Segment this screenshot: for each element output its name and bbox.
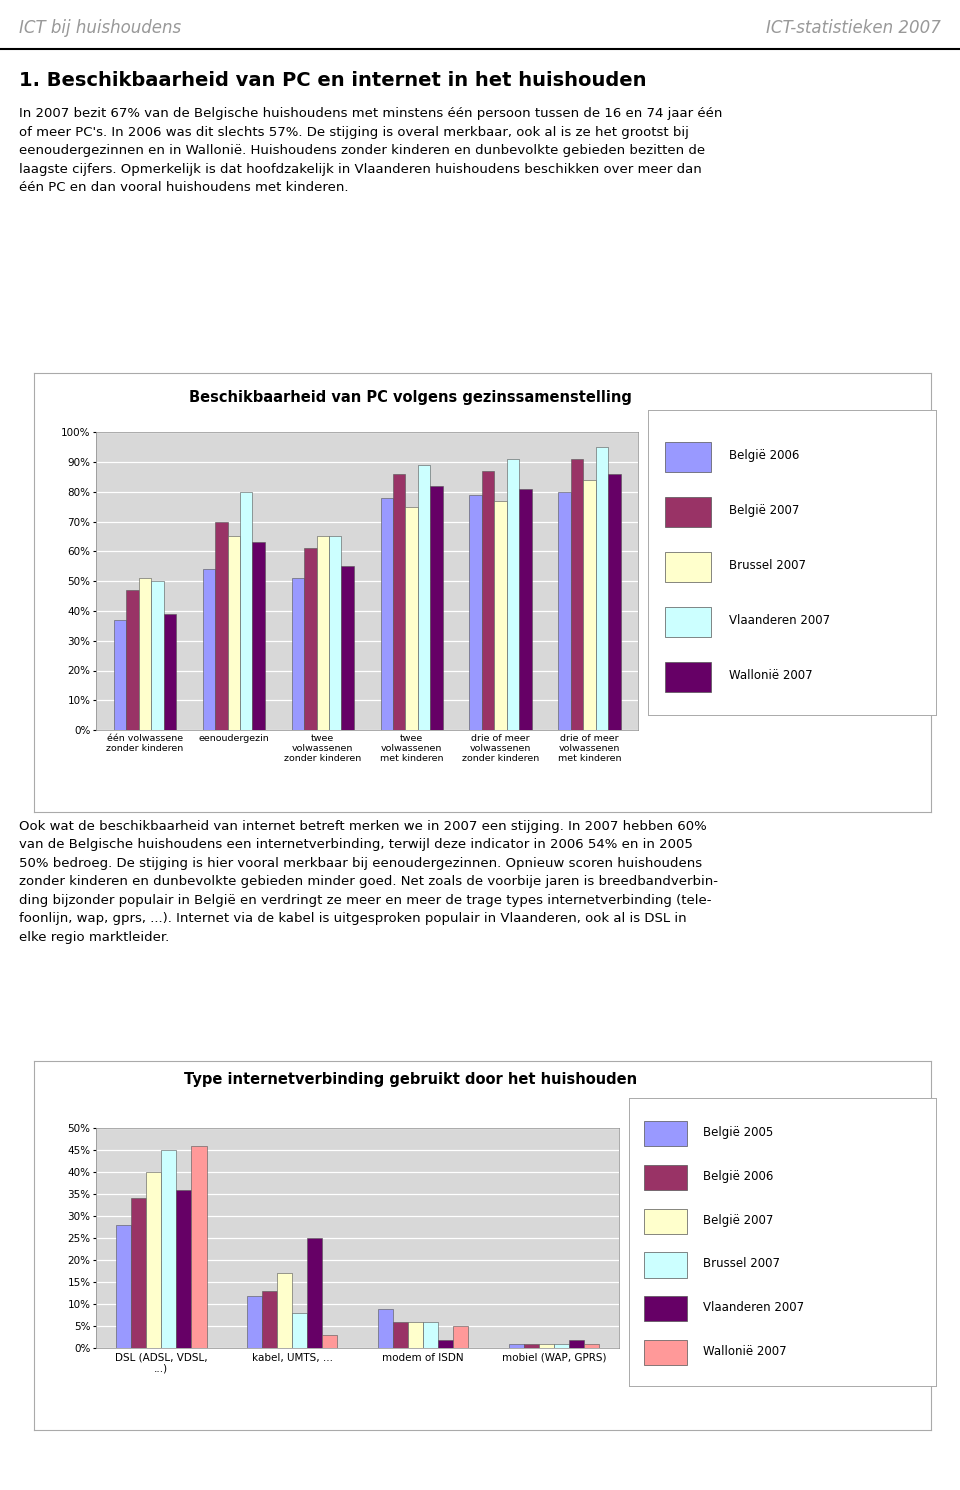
Text: Type internetverbinding gebruikt door het huishouden: Type internetverbinding gebruikt door he… [184,1071,637,1088]
Bar [408,1322,423,1348]
Bar [146,1173,161,1348]
FancyBboxPatch shape [644,1340,687,1365]
Bar [277,1274,292,1348]
Text: België 2005: België 2005 [703,1126,773,1140]
Bar [247,1295,262,1348]
Bar [378,1308,393,1348]
Bar [453,1326,468,1348]
Text: Wallonië 2007: Wallonië 2007 [703,1344,786,1357]
Bar [405,507,418,730]
Bar [252,542,265,730]
FancyBboxPatch shape [644,1120,687,1146]
Bar [569,1340,584,1348]
Bar [430,486,443,730]
Bar [539,1344,554,1348]
Bar [191,1146,206,1348]
Bar [116,1225,132,1348]
Bar [393,1322,408,1348]
Bar [482,471,494,730]
Text: Brussel 2007: Brussel 2007 [703,1258,780,1271]
Text: ICT bij huishoudens: ICT bij huishoudens [19,18,181,37]
Bar [114,620,126,730]
Bar [323,1335,337,1348]
Bar [228,536,240,730]
Text: In 2007 bezit 67% van de Belgische huishoudens met minstens één persoon tussen d: In 2007 bezit 67% van de Belgische huish… [19,107,723,194]
Text: 1. Beschikbaarheid van PC en internet in het huishouden: 1. Beschikbaarheid van PC en internet in… [19,72,647,89]
Bar [380,498,393,730]
Text: België 2007: België 2007 [729,504,799,517]
Text: ICT-statistieken 2007: ICT-statistieken 2007 [766,18,941,37]
Bar [203,569,215,730]
FancyBboxPatch shape [644,1165,687,1191]
Bar [559,492,571,730]
FancyBboxPatch shape [644,1252,687,1277]
Bar [177,1189,191,1348]
Text: België 2006: België 2006 [703,1170,773,1183]
Bar [423,1322,438,1348]
Bar [262,1292,277,1348]
Bar [215,522,228,730]
Bar [132,1198,146,1348]
Bar [161,1150,177,1348]
Text: Vlaanderen 2007: Vlaanderen 2007 [729,614,829,627]
Bar [584,1344,599,1348]
Bar [418,465,430,730]
Bar [519,489,532,730]
Bar [524,1344,539,1348]
Bar [151,581,163,730]
Bar [342,566,354,730]
Bar [438,1340,453,1348]
Bar [584,480,596,730]
Bar [307,1238,323,1348]
Text: Vlaanderen 2007: Vlaanderen 2007 [703,1301,804,1314]
Bar [317,536,329,730]
Text: België 2006: België 2006 [729,448,799,462]
Bar [571,459,584,730]
FancyBboxPatch shape [665,496,711,527]
Bar [509,1344,524,1348]
Bar [292,578,304,730]
Bar [596,447,609,730]
Bar [126,590,138,730]
FancyBboxPatch shape [665,606,711,638]
Bar [138,578,151,730]
Bar [554,1344,569,1348]
FancyBboxPatch shape [665,662,711,693]
Text: Brussel 2007: Brussel 2007 [729,559,805,572]
Bar [163,614,176,730]
Bar [609,474,620,730]
Bar [292,1313,307,1348]
Bar [393,474,405,730]
Bar [494,501,507,730]
Text: België 2007: België 2007 [703,1213,773,1226]
Text: Ook wat de beschikbaarheid van internet betreft merken we in 2007 een stijging. : Ook wat de beschikbaarheid van internet … [19,820,718,943]
Bar [329,536,342,730]
Bar [304,548,317,730]
FancyBboxPatch shape [665,551,711,583]
FancyBboxPatch shape [665,443,711,472]
Text: Wallonië 2007: Wallonië 2007 [729,669,812,682]
Bar [507,459,519,730]
Bar [469,495,482,730]
FancyBboxPatch shape [644,1208,687,1234]
Text: Beschikbaarheid van PC volgens gezinssamenstelling: Beschikbaarheid van PC volgens gezinssam… [189,390,632,405]
Bar [240,492,252,730]
FancyBboxPatch shape [644,1296,687,1322]
